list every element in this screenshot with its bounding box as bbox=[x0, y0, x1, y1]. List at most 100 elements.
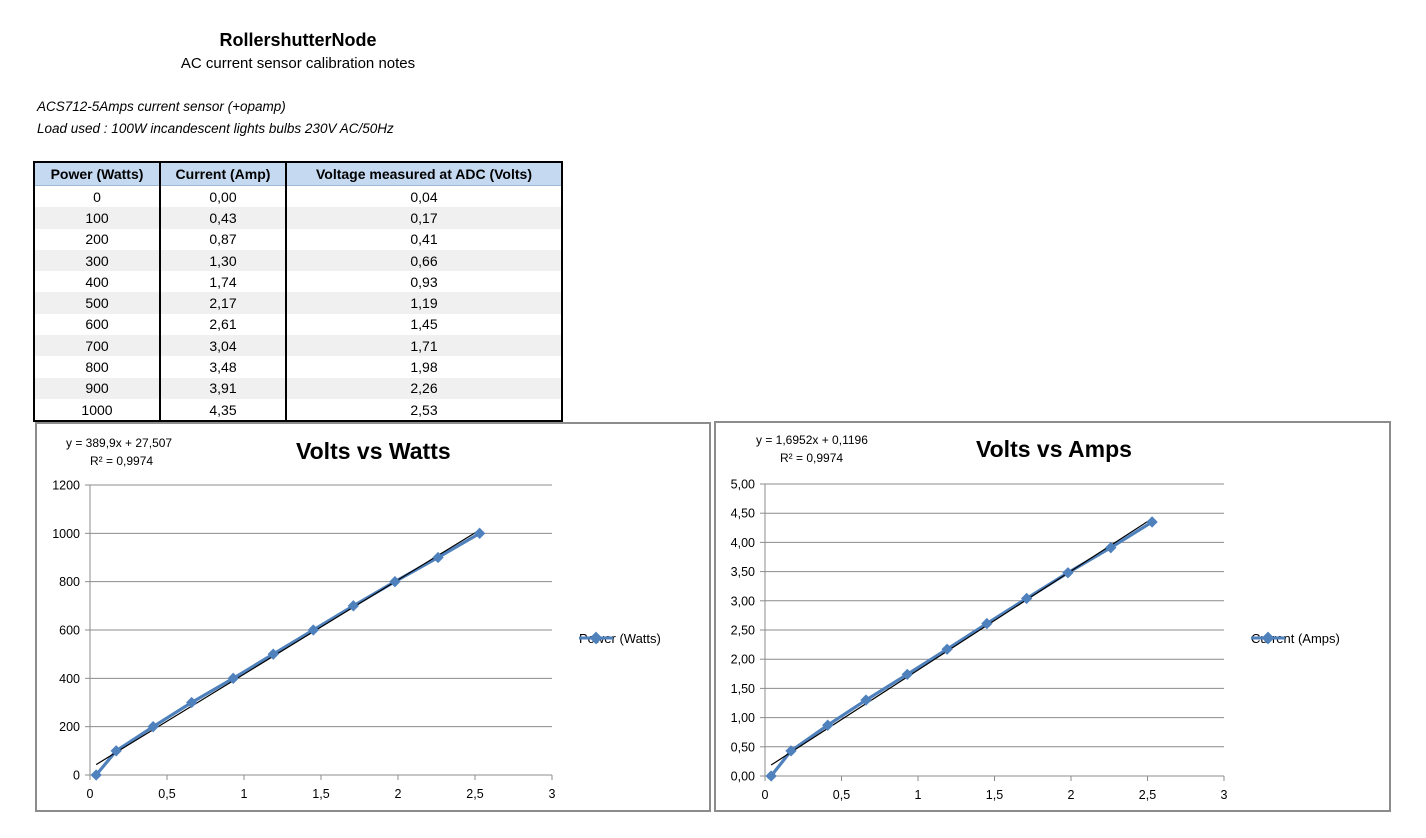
data-point-marker bbox=[185, 696, 198, 709]
r-squared-label: R² = 0,9974 bbox=[780, 451, 844, 465]
legend-series-label: Power (Watts) bbox=[579, 631, 661, 646]
cell-power: 800 bbox=[34, 356, 161, 378]
cell-power: 700 bbox=[34, 335, 161, 357]
y-tick-label: 3,50 bbox=[731, 565, 755, 579]
y-tick-label: 1200 bbox=[52, 479, 80, 493]
cell-voltage: 2,26 bbox=[286, 377, 562, 399]
x-tick-label: 2,5 bbox=[1139, 788, 1156, 802]
data-point-marker bbox=[981, 617, 993, 630]
cell-voltage: 0,66 bbox=[286, 249, 562, 272]
chart-legend: Current (Amps) bbox=[1251, 631, 1340, 646]
x-tick-label: 1 bbox=[241, 787, 248, 801]
x-tick-label: 0 bbox=[762, 788, 769, 802]
cell-power: 1000 bbox=[34, 398, 161, 422]
table-row: 1000 4,35 2,53 bbox=[34, 398, 562, 422]
data-point-marker bbox=[110, 745, 122, 757]
volts-vs-amps-plot: 0,000,501,001,502,002,503,003,504,004,50… bbox=[731, 478, 1228, 803]
y-tick-label: 1000 bbox=[52, 527, 80, 541]
cell-current: 3,04 bbox=[160, 335, 287, 357]
data-point-marker bbox=[307, 624, 319, 636]
y-tick-label: 400 bbox=[59, 672, 80, 686]
x-tick-label: 1 bbox=[915, 788, 922, 802]
legend-series-marker bbox=[1251, 631, 1285, 645]
y-tick-label: 600 bbox=[59, 624, 80, 638]
table-row: 800 3,48 1,98 bbox=[34, 356, 562, 378]
cell-voltage: 2,53 bbox=[410, 401, 438, 418]
r-squared-label: R² = 0,9974 bbox=[90, 454, 154, 468]
x-tick-label: 3 bbox=[549, 787, 556, 801]
cell-current: 3,91 bbox=[160, 377, 287, 399]
cell-power: 300 bbox=[34, 249, 161, 272]
series-line bbox=[769, 520, 1154, 778]
trendline-equation-box: y = 389,9x + 27,507 R² = 0,9974 bbox=[66, 434, 172, 470]
y-tick-label: 5,00 bbox=[731, 478, 755, 492]
cell-power: 900 bbox=[34, 377, 161, 399]
cell-current: 4,35 bbox=[160, 398, 287, 422]
cell-power: 200 bbox=[34, 228, 161, 250]
sensor-note: ACS712-5Amps current sensor (+opamp) bbox=[37, 99, 286, 114]
cell-power: 100 bbox=[34, 207, 161, 229]
data-point-marker bbox=[822, 719, 834, 731]
cell-voltage: 0,17 bbox=[286, 207, 562, 229]
data-point-marker bbox=[432, 551, 444, 564]
x-tick-label: 2 bbox=[1068, 788, 1075, 802]
y-tick-label: 0,00 bbox=[731, 770, 755, 784]
cell-voltage: 1,45 bbox=[410, 316, 438, 333]
series-line bbox=[94, 531, 482, 777]
trendline-equation-box: y = 1,6952x + 0,1196 R² = 0,9974 bbox=[756, 431, 868, 467]
trendline bbox=[95, 529, 480, 766]
data-point-marker bbox=[90, 769, 102, 781]
cell-voltage: 1,71 bbox=[286, 335, 562, 357]
y-tick-label: 4,50 bbox=[731, 507, 755, 521]
chart-title: Volts vs Amps bbox=[976, 436, 1132, 462]
cell-current: 0,43 bbox=[160, 207, 287, 229]
trendline-equation: y = 1,6952x + 0,1196 bbox=[756, 433, 868, 447]
table-row: 500 2,17 1,19 bbox=[34, 292, 562, 314]
cell-voltage: 0,41 bbox=[410, 231, 438, 248]
trendline-equation: y = 389,9x + 27,507 bbox=[66, 436, 173, 450]
cell-power: 0 bbox=[34, 185, 161, 208]
table-row: 200 0,87 0,41 bbox=[34, 228, 562, 250]
cell-current: 3,48 bbox=[160, 356, 287, 378]
chart-title: Volts vs Watts bbox=[296, 438, 451, 464]
legend-series-marker bbox=[579, 631, 613, 645]
x-tick-label: 3 bbox=[1221, 788, 1228, 802]
calibration-table: Power (Watts) Current (Amp) Voltage meas… bbox=[33, 161, 563, 423]
document-subtitle: AC current sensor calibration notes bbox=[180, 55, 416, 72]
cell-power: 400 bbox=[34, 271, 161, 293]
table-row: 600 2,61 1,45 bbox=[34, 313, 562, 336]
table-row: 100 0,43 0,17 bbox=[34, 207, 562, 229]
cell-current: 1,30 bbox=[160, 249, 287, 272]
cell-current: 0,87 bbox=[160, 228, 287, 250]
data-point-marker bbox=[147, 721, 159, 733]
cell-power: 500 bbox=[34, 292, 161, 314]
y-tick-label: 1,50 bbox=[731, 682, 755, 696]
y-tick-label: 3,00 bbox=[731, 594, 755, 608]
volts-vs-amps-chart: 0,00 0,50 1,00 1,50 2,00 2,50 3,00 3,50 4,00 4,50… bbox=[714, 421, 1391, 812]
x-tick-label: 0 bbox=[87, 787, 94, 801]
x-tick-label: 1,5 bbox=[986, 788, 1003, 802]
legend-series-label: Current (Amps) bbox=[1251, 631, 1340, 646]
data-point-marker bbox=[901, 668, 913, 681]
y-tick-label: 1,00 bbox=[731, 711, 755, 725]
volts-vs-watts-plot: 0 200 400 600 800 1000 1200 0 0,5 1 1,5 2 2,5 3 bbox=[52, 479, 556, 802]
y-tick-label: 4,00 bbox=[731, 536, 755, 550]
chart-legend: Power (Watts) bbox=[579, 631, 661, 646]
data-point-marker bbox=[1062, 567, 1074, 579]
data-point-marker bbox=[860, 694, 872, 706]
cell-voltage: 0,04 bbox=[410, 188, 438, 205]
y-tick-label: 800 bbox=[59, 575, 80, 589]
y-tick-label: 0,50 bbox=[731, 740, 755, 754]
cell-voltage: 1,19 bbox=[286, 292, 562, 314]
table-row: 300 1,30 0,66 bbox=[34, 249, 562, 272]
trendline bbox=[770, 518, 1153, 766]
cell-current: 2,17 bbox=[160, 292, 287, 314]
x-tick-label: 2,5 bbox=[466, 787, 483, 801]
table-row: 400 1,74 0,93 bbox=[34, 271, 562, 293]
cell-voltage: 1,98 bbox=[410, 359, 438, 376]
y-tick-label: 0 bbox=[73, 769, 80, 783]
load-note: Load used : 100W incandescent lights bul… bbox=[37, 121, 394, 136]
y-tick-label: 200 bbox=[59, 720, 80, 734]
x-tick-label: 0,5 bbox=[833, 788, 850, 802]
table-row: 700 3,04 1,71 bbox=[34, 335, 562, 357]
